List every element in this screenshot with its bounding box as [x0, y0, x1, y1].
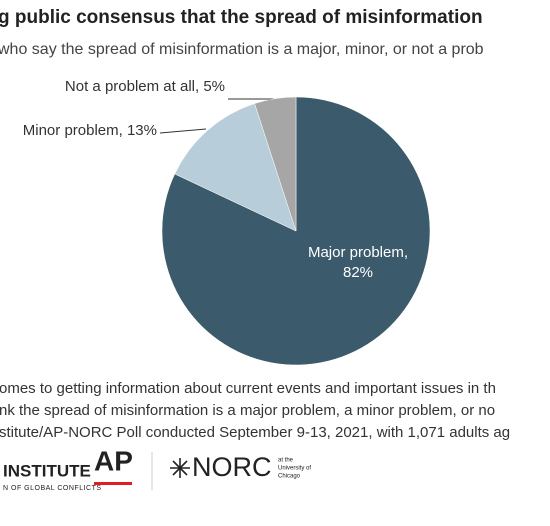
- logo-text: INSTITUTE: [3, 461, 91, 480]
- logo-text: at the: [278, 458, 294, 464]
- logo-text: AP: [94, 445, 133, 476]
- logo-text: University of: [278, 466, 311, 472]
- logo-star: [170, 458, 190, 478]
- note: stitute/AP-NORC Poll conducted September…: [0, 424, 510, 441]
- leader-line: [159, 128, 207, 134]
- pie-slice: [174, 103, 297, 232]
- note: omes to getting information about curren…: [0, 380, 496, 397]
- note: nk the spread of misinformation is a maj…: [0, 402, 495, 419]
- slice-label: 82%: [343, 264, 373, 281]
- slice-label: Not a problem at all, 5%: [65, 78, 225, 95]
- slice-label: Major problem,: [308, 244, 408, 261]
- slice-label: Minor problem, 13%: [23, 122, 157, 139]
- logo-text: NORC: [192, 452, 272, 482]
- chart-subtitle: who say the spread of misinformation is …: [0, 41, 484, 58]
- logo-text: Chicago: [278, 474, 301, 480]
- logo-bar: [94, 482, 132, 485]
- pie-slice: [254, 96, 297, 232]
- logo-text: N OF GLOBAL CONFLICTS: [3, 485, 102, 492]
- chart-title: g public consensus that the spread of mi…: [0, 7, 483, 28]
